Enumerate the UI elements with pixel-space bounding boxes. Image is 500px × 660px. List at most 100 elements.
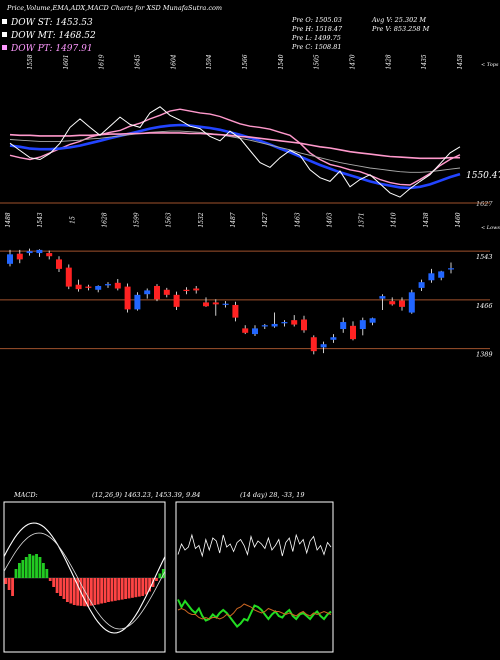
candle-body [399, 300, 405, 307]
top-tick-label: 1566 [242, 54, 249, 69]
candle-body [212, 302, 219, 305]
stat-pre-high: Pre H: 1518.47 [291, 25, 343, 33]
candle-body [281, 322, 288, 324]
top-tick-label: 1435 [421, 54, 428, 69]
level-label: 1550.47 [466, 171, 500, 181]
macd-bar [117, 578, 121, 601]
chart-title: Price,Volume,EMA,ADX,MACD Charts for XSD… [6, 4, 222, 12]
macd-bar [96, 578, 100, 605]
macd-bar [144, 578, 148, 595]
macd-bar [93, 578, 97, 605]
legend-swatch-st [2, 19, 7, 24]
macd-bar [14, 569, 18, 578]
top-tick-label: 1619 [99, 54, 106, 69]
macd-line [3, 522, 166, 634]
level-label: 1466 [476, 302, 493, 310]
candle-body [16, 253, 23, 260]
bottom-tick-label: 1463 [294, 212, 301, 227]
macd-bar [113, 578, 117, 601]
macd-bar [131, 578, 134, 598]
legend: DOW ST: 1453.53 DOW MT: 1468.52 DOW PT: … [2, 18, 96, 54]
candle-body [291, 320, 298, 325]
candle-body [369, 318, 376, 323]
level-label: 1543 [476, 253, 493, 261]
top-tick-label: 1558 [27, 54, 34, 69]
candle-body [389, 301, 396, 305]
legend-dow-st: DOW ST: 1453.53 [10, 18, 93, 28]
candle-body [105, 284, 111, 286]
legend-dow-pt: DOW PT: 1497.91 [10, 44, 93, 54]
bottom-tick-label: 1488 [5, 212, 12, 227]
macd-bar [18, 563, 21, 578]
candle-body [271, 323, 278, 327]
candle-body [183, 289, 190, 292]
candle-body [36, 249, 43, 254]
top-tick-label: 1601 [63, 54, 70, 69]
macd-bar [31, 555, 35, 578]
candle-body [65, 267, 72, 287]
macd-bar [4, 578, 8, 584]
bottom-tick-label: 1403 [326, 212, 333, 227]
macd-bar [83, 578, 86, 607]
candle-body [261, 325, 268, 327]
macd-bar [127, 578, 131, 599]
macd-bar [76, 578, 80, 606]
macd-bar [72, 578, 76, 605]
macd-bar [38, 557, 42, 578]
candle-body [222, 303, 229, 305]
macd-bar [141, 578, 145, 596]
macd-readout: (12,26,9) 1463.23, 1453.39, 9.84 [92, 491, 200, 499]
bottom-tick-label: 1438 [423, 212, 430, 227]
legend-swatch-pt [2, 45, 7, 50]
bottom-tick-label: 1487 [230, 212, 237, 227]
macd-bar [28, 554, 32, 578]
macd-frame [3, 501, 166, 653]
bottom-tick-label: 1563 [166, 212, 173, 227]
candle-body [173, 294, 180, 307]
macd-bar [148, 578, 151, 592]
top-tick-label: 1594 [206, 54, 213, 69]
candle-body [163, 289, 170, 295]
macd-bar [69, 578, 73, 604]
candle-body [330, 337, 337, 340]
macd-bar [59, 578, 62, 596]
adx-line [177, 603, 332, 620]
macd-bar [11, 578, 14, 596]
ema-line [9, 123, 461, 190]
macd-bar [110, 578, 114, 602]
macd-bar [55, 578, 59, 593]
macd-bar [41, 563, 45, 578]
adx-readout: (14 day) 28, -33, 19 [240, 491, 304, 499]
candle-body [252, 328, 258, 335]
candle-body [203, 302, 209, 307]
macd-bar [7, 578, 11, 590]
bottom-tick-label: 1410 [391, 212, 398, 227]
ema-line [9, 132, 460, 160]
top-tick-label: 1604 [170, 54, 177, 69]
macd-bar [86, 578, 90, 607]
candle-body [154, 285, 160, 300]
level-label: 1389 [476, 351, 493, 359]
candle-body [95, 285, 102, 290]
tops-label: < Tops [481, 62, 499, 68]
top-tick-label: 1470 [350, 54, 357, 69]
candle-body [114, 282, 121, 289]
bottom-tick-label: 1543 [37, 212, 44, 227]
bottom-tick-label: 1427 [262, 212, 269, 227]
macd-bar [124, 578, 128, 599]
candle-body [124, 286, 131, 310]
macd-bar [161, 569, 165, 578]
bottom-tick-label: 1371 [359, 212, 366, 227]
macd-bar [48, 578, 52, 581]
macd-bar [158, 573, 162, 578]
adx-frame [175, 501, 334, 653]
legend-swatch-mt [2, 32, 7, 37]
candle-body [56, 259, 62, 269]
ema-line [9, 130, 461, 173]
top-tick-label: 1505 [314, 54, 321, 69]
bottom-tick-label: 1599 [134, 212, 141, 227]
macd-bar [52, 578, 56, 587]
level-label: 1627 [476, 200, 493, 208]
stat-pre-open: Pre O: 1505.03 [291, 16, 342, 24]
